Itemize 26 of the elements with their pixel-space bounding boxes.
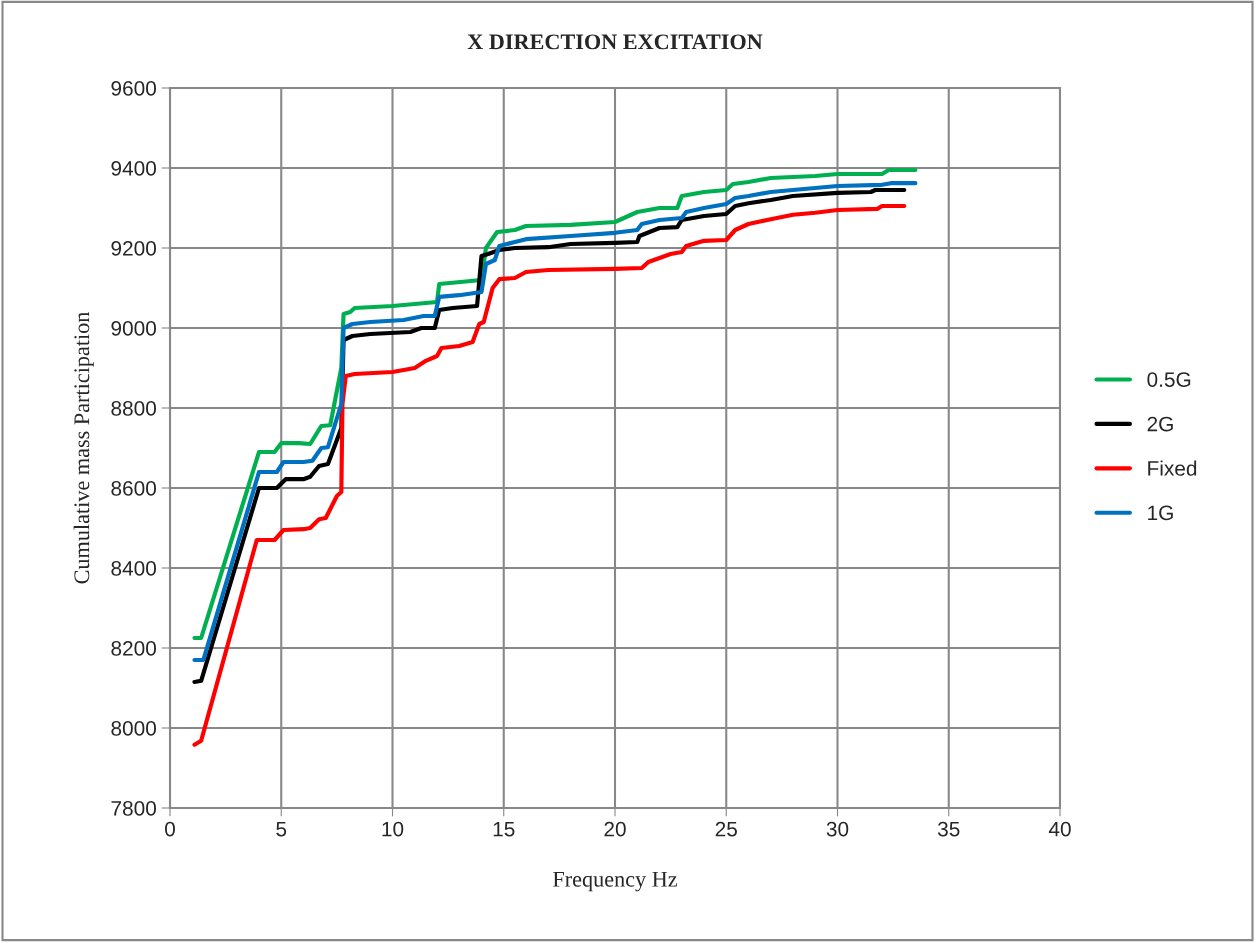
x-axis-title: Frequency Hz — [553, 871, 678, 892]
y-tick-label: 9200 — [111, 241, 156, 256]
legend-label: 0.5G — [1147, 372, 1191, 387]
legend-label: 2G — [1147, 416, 1173, 432]
x-tick-label: 40 — [1048, 821, 1071, 837]
x-tick-label: 30 — [826, 821, 849, 837]
y-tick-label: 8000 — [111, 721, 156, 736]
y-tick-label: 8400 — [111, 561, 156, 576]
chart-title: X DIRECTION EXCITATION — [467, 34, 763, 50]
legend-label: 1G — [1148, 505, 1173, 521]
x-tick-label: 15 — [493, 821, 515, 837]
y-tick-label: 8600 — [111, 481, 156, 496]
x-tick-label: 20 — [604, 821, 626, 837]
legend-label: Fixed — [1148, 460, 1197, 476]
x-tick-label: 0 — [165, 821, 175, 837]
x-tick-label: 25 — [715, 821, 737, 837]
y-tick-label: 9600 — [111, 81, 156, 96]
y-tick-label: 8200 — [111, 641, 156, 656]
y-axis-title: Cumulative mass Participation — [73, 311, 94, 584]
x-tick-label: 5 — [276, 821, 287, 837]
y-tick-label: 9000 — [111, 321, 156, 336]
x-tick-label: 10 — [382, 821, 404, 837]
y-tick-label: 8800 — [111, 401, 156, 416]
x-tick-label: 35 — [937, 821, 960, 837]
y-tick-label: 7800 — [111, 801, 156, 816]
y-tick-label: 9400 — [111, 161, 156, 176]
